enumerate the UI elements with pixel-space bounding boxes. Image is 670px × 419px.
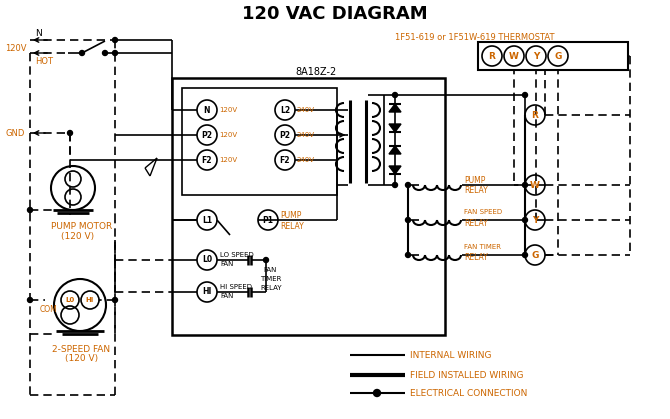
Text: G: G	[554, 52, 561, 60]
Text: PUMP MOTOR: PUMP MOTOR	[51, 222, 113, 230]
Text: 1F51-619 or 1F51W-619 THERMOSTAT: 1F51-619 or 1F51W-619 THERMOSTAT	[395, 33, 555, 41]
Text: R: R	[488, 52, 495, 60]
Text: 240V: 240V	[297, 132, 315, 138]
Text: GND: GND	[5, 129, 24, 137]
Text: W: W	[509, 52, 519, 60]
Circle shape	[68, 130, 72, 135]
Text: Y: Y	[532, 215, 538, 225]
Polygon shape	[389, 166, 401, 174]
Text: FAN: FAN	[263, 267, 276, 273]
Circle shape	[405, 183, 411, 187]
Bar	[172, 78, 445, 335]
Text: HI SPEED: HI SPEED	[220, 284, 252, 290]
Text: TIMER: TIMER	[260, 276, 281, 282]
Text: L0: L0	[202, 256, 212, 264]
Circle shape	[113, 51, 117, 55]
Text: HI: HI	[202, 287, 212, 297]
Text: L0: L0	[66, 297, 74, 303]
Text: FAN SPEED: FAN SPEED	[464, 209, 502, 215]
Circle shape	[523, 253, 527, 258]
Text: 120V: 120V	[219, 157, 237, 163]
Bar	[182, 88, 337, 195]
Text: RELAY: RELAY	[260, 285, 281, 291]
Bar	[478, 42, 628, 70]
Circle shape	[263, 258, 269, 262]
Text: F2: F2	[280, 155, 290, 165]
Text: COM: COM	[40, 305, 58, 315]
Text: L1: L1	[202, 215, 212, 225]
Circle shape	[373, 390, 381, 396]
Text: RELAY: RELAY	[464, 218, 488, 228]
Circle shape	[393, 183, 397, 187]
Text: RELAY: RELAY	[464, 253, 488, 262]
Text: ELECTRICAL CONNECTION: ELECTRICAL CONNECTION	[410, 388, 527, 398]
Circle shape	[113, 37, 117, 42]
Text: INTERNAL WIRING: INTERNAL WIRING	[410, 351, 492, 360]
Text: 240V: 240V	[297, 157, 315, 163]
Text: HOT: HOT	[35, 57, 53, 65]
Text: Y: Y	[533, 52, 539, 60]
Circle shape	[113, 297, 117, 303]
Text: 120V: 120V	[219, 132, 237, 138]
Text: F2: F2	[202, 155, 212, 165]
Circle shape	[27, 297, 33, 303]
Text: 8A18Z-2: 8A18Z-2	[295, 67, 336, 77]
Circle shape	[523, 183, 527, 187]
Circle shape	[405, 253, 411, 258]
Text: RELAY: RELAY	[464, 186, 488, 194]
Text: P2: P2	[202, 130, 212, 140]
Text: FAN: FAN	[220, 261, 233, 267]
Text: P1: P1	[263, 215, 273, 225]
Circle shape	[393, 93, 397, 98]
Text: G: G	[531, 251, 539, 259]
Text: 2-SPEED FAN: 2-SPEED FAN	[52, 344, 110, 354]
Circle shape	[80, 51, 84, 55]
Text: (120 V): (120 V)	[65, 354, 98, 364]
Text: N: N	[204, 106, 210, 114]
Text: (120 V): (120 V)	[61, 232, 94, 241]
Text: W: W	[530, 181, 540, 189]
Text: FIELD INSTALLED WIRING: FIELD INSTALLED WIRING	[410, 370, 523, 380]
Text: P2: P2	[279, 130, 291, 140]
Text: LO SPEED: LO SPEED	[220, 252, 254, 258]
Polygon shape	[389, 146, 401, 154]
Text: L2: L2	[280, 106, 290, 114]
Text: FAN: FAN	[220, 293, 233, 299]
Circle shape	[523, 93, 527, 98]
Circle shape	[405, 217, 411, 222]
Text: FAN TIMER: FAN TIMER	[464, 244, 501, 250]
Circle shape	[27, 207, 33, 212]
Circle shape	[523, 217, 527, 222]
Text: 120 VAC DIAGRAM: 120 VAC DIAGRAM	[242, 5, 428, 23]
Circle shape	[103, 51, 107, 55]
Text: RELAY: RELAY	[280, 222, 304, 230]
Text: 240V: 240V	[297, 107, 315, 113]
Text: N: N	[35, 28, 42, 37]
Text: R: R	[531, 111, 539, 119]
Polygon shape	[389, 124, 401, 132]
Text: 120V: 120V	[219, 107, 237, 113]
Text: HI: HI	[86, 297, 94, 303]
Text: PUMP: PUMP	[464, 176, 485, 184]
Polygon shape	[389, 104, 401, 112]
Text: PUMP: PUMP	[280, 210, 302, 220]
Text: 120V: 120V	[5, 44, 27, 52]
